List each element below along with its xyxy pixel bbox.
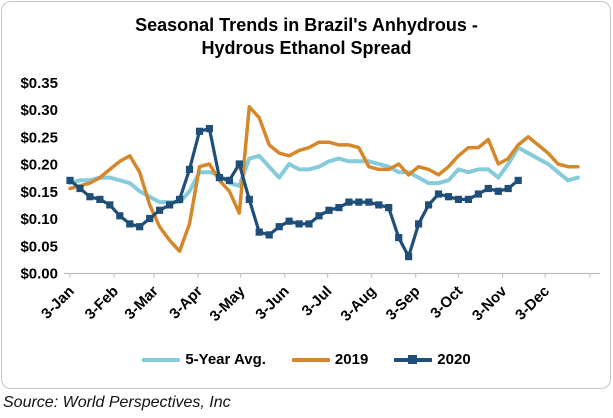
series-2020-marker xyxy=(365,198,373,206)
series-2020-marker xyxy=(185,165,194,173)
series-2020-marker xyxy=(245,195,253,203)
x-axis xyxy=(64,272,600,278)
series-2020-marker xyxy=(195,127,204,135)
series-2020-marker xyxy=(514,176,522,184)
series-2020-marker xyxy=(106,201,114,209)
series-2020-marker xyxy=(345,198,353,206)
series-2020-marker xyxy=(395,234,403,242)
series-2020-marker xyxy=(66,176,74,184)
chart-title-line2: Hydrous Ethanol Spread xyxy=(201,38,412,58)
series-2020-marker xyxy=(305,220,313,228)
legend-swatch-2019-icon xyxy=(291,353,330,366)
series-2020-marker xyxy=(146,214,154,223)
source-note: Source: World Perspectives, Inc xyxy=(3,394,231,411)
x-tick-label: 3-Mar xyxy=(121,283,161,323)
series-2020-marker xyxy=(96,195,104,203)
series-2020-marker xyxy=(375,201,383,209)
series-2020-marker xyxy=(434,190,443,198)
series-2020-marker xyxy=(176,195,184,203)
y-tick-label: $0.25 xyxy=(20,129,58,146)
x-axis-labels: 3-Jan 3-Feb 3-Mar 3-Apr 3-May 3-Jun 3-Jul 3-Aug… xyxy=(38,282,553,325)
legend-swatch-5-year-avg-icon xyxy=(142,353,181,366)
series-2020-marker xyxy=(225,176,233,184)
series-2020-marker xyxy=(255,228,263,236)
x-tick-label: 3-Feb xyxy=(82,283,122,323)
y-axis-labels: $0.00 $0.05 $0.10 $0.15 $0.20 $0.25 $0.30 $0.35 xyxy=(20,75,58,283)
x-tick-label: 3-Apr xyxy=(166,283,206,323)
x-tick-label: 3-Aug xyxy=(337,283,379,325)
y-tick-label: $0.30 xyxy=(20,102,58,119)
x-tick-label: 3-Nov xyxy=(469,282,511,324)
y-tick-label: $0.05 xyxy=(20,238,58,255)
series-2020-marker xyxy=(444,193,453,201)
chart-title-line1: Seasonal Trends in Brazil's Anhydrous - xyxy=(135,15,478,35)
series-2020-marker xyxy=(415,220,423,228)
x-tick-label: 3-Dec xyxy=(512,283,553,324)
x-tick-label: 3-Jun xyxy=(252,283,292,323)
x-tick-label: 3-Oct xyxy=(427,283,466,322)
series-2020-marker xyxy=(215,174,223,182)
plot-area: $0.00 $0.05 $0.10 $0.15 $0.20 $0.25 $0.30 $0.35… xyxy=(20,75,600,325)
x-tick-label: 3-Sep xyxy=(383,283,424,324)
series-2020-marker xyxy=(504,184,512,193)
series-5-year-avg-line xyxy=(68,145,580,205)
series-lines xyxy=(66,105,580,261)
series-2020-marker xyxy=(275,223,283,231)
y-tick-label: $0.00 xyxy=(20,266,58,283)
series-2020-marker xyxy=(315,212,323,220)
y-tick-label: $0.20 xyxy=(20,157,58,174)
series-2020-marker xyxy=(355,198,363,206)
legend: 5-Year Avg. 2019 2020 xyxy=(0,351,613,368)
series-2020-marker xyxy=(205,125,213,133)
series-2020-marker xyxy=(76,184,84,193)
series-2020-marker xyxy=(235,160,243,168)
legend-label-2020: 2020 xyxy=(437,351,471,368)
legend-line-icon xyxy=(291,358,330,362)
chart-frame xyxy=(1,1,611,389)
chart-title: Seasonal Trends in Brazil's Anhydrous - … xyxy=(0,14,613,60)
series-2020-marker xyxy=(166,201,174,209)
series-2020-marker xyxy=(265,231,273,239)
series-2020-line xyxy=(68,127,520,259)
series-2020-marker xyxy=(494,187,502,195)
series-2020-marker xyxy=(335,204,343,212)
y-tick-label: $0.10 xyxy=(20,211,58,228)
legend-swatch-2020-icon xyxy=(394,353,433,366)
series-2020-marker xyxy=(285,217,293,225)
x-tick-label: 3-May xyxy=(206,282,249,325)
legend-label-5-year-avg: 5-Year Avg. xyxy=(185,351,266,368)
legend-line-icon xyxy=(142,358,181,362)
y-tick-label: $0.15 xyxy=(20,184,58,201)
series-2020-marker xyxy=(464,195,472,203)
series-2019-line xyxy=(68,105,580,253)
series-2020-marker xyxy=(425,201,433,209)
series-2020-marker xyxy=(116,212,124,220)
x-tick-label: 3-Jan xyxy=(38,283,78,323)
series-2020-marker xyxy=(136,223,144,231)
legend-item-2019: 2019 xyxy=(291,351,369,368)
legend-label-2019: 2019 xyxy=(334,351,369,368)
legend-item-2020: 2020 xyxy=(394,351,471,368)
series-2020-marker xyxy=(86,193,94,201)
legend-square-marker-icon xyxy=(408,355,418,364)
series-2020-marker xyxy=(484,184,492,193)
series-2020-marker xyxy=(295,220,303,228)
x-tick-label: 3-Jul xyxy=(299,283,336,320)
series-2020-marker xyxy=(474,190,482,198)
legend-item-5-year-avg: 5-Year Avg. xyxy=(142,351,266,368)
series-2020-marker xyxy=(385,204,393,212)
series-2020-marker xyxy=(126,220,134,228)
series-2020-marker xyxy=(325,206,333,214)
series-2020-marker xyxy=(156,206,164,214)
series-2020-marker xyxy=(454,195,462,203)
y-tick-label: $0.35 xyxy=(20,75,58,92)
series-2020-marker xyxy=(405,253,413,261)
